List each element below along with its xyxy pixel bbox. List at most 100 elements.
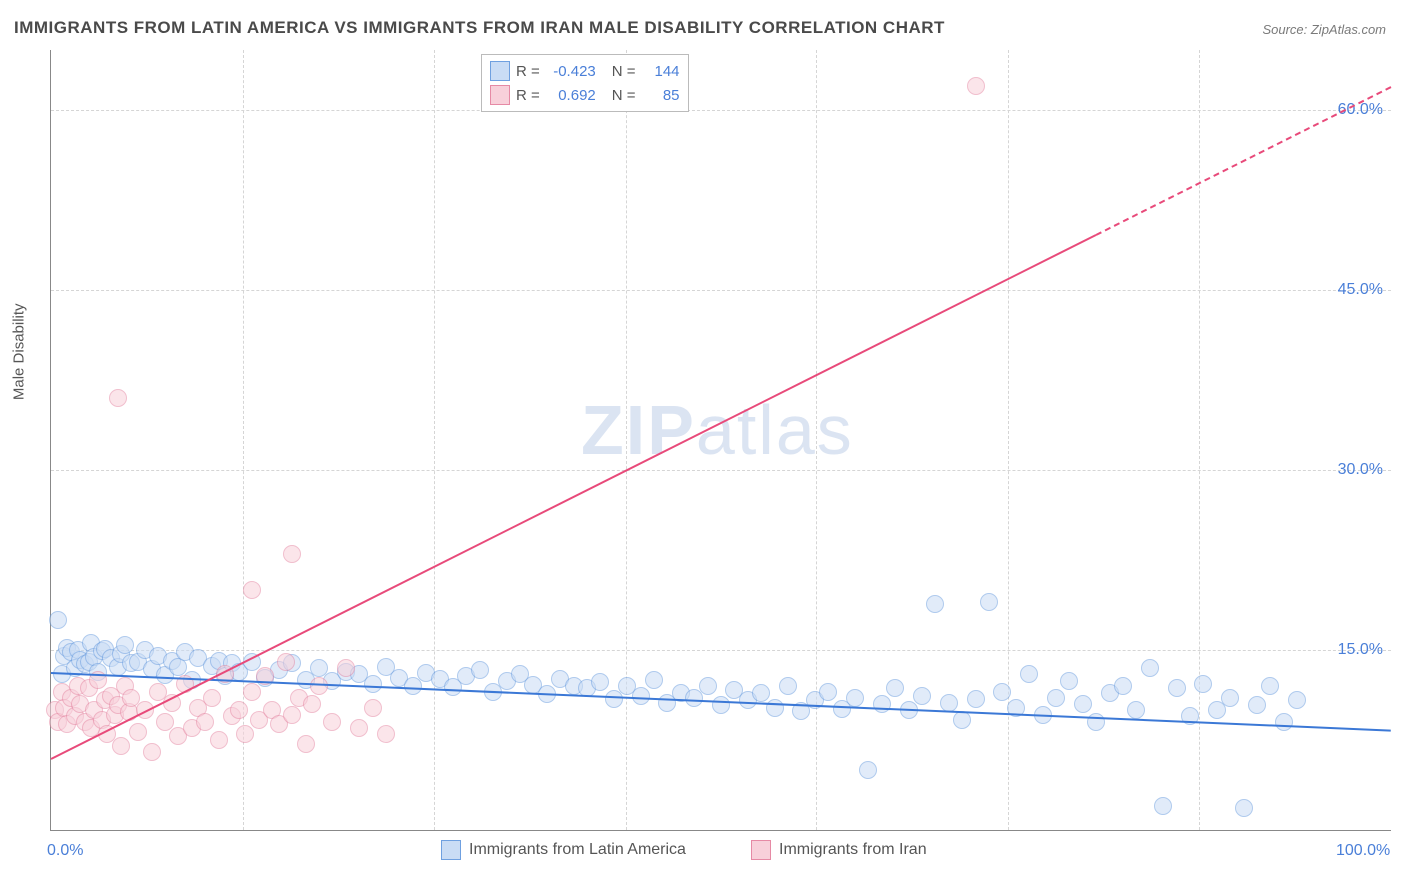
scatter-point-iran	[297, 735, 315, 753]
scatter-point-latin_america	[752, 684, 770, 702]
scatter-point-latin_america	[1020, 665, 1038, 683]
scatter-point-latin_america	[632, 687, 650, 705]
stats-box: R = -0.423 N = 144 R = 0.692 N = 85	[481, 54, 689, 112]
scatter-point-latin_america	[1261, 677, 1279, 695]
scatter-point-latin_america	[471, 661, 489, 679]
source-attribution: Source: ZipAtlas.com	[1262, 22, 1386, 37]
scatter-point-latin_america	[1141, 659, 1159, 677]
scatter-point-latin_america	[766, 699, 784, 717]
grid-line-h	[51, 110, 1391, 111]
stat-n-label: N =	[612, 87, 636, 104]
scatter-point-iran	[230, 701, 248, 719]
scatter-point-iran	[303, 695, 321, 713]
scatter-point-iran	[196, 713, 214, 731]
stat-n-value: 85	[642, 87, 680, 104]
scatter-point-latin_america	[980, 593, 998, 611]
scatter-point-iran	[109, 389, 127, 407]
scatter-point-latin_america	[605, 690, 623, 708]
stat-n-value: 144	[642, 63, 680, 80]
scatter-point-latin_america	[993, 683, 1011, 701]
scatter-point-iran	[210, 731, 228, 749]
scatter-point-iran	[243, 683, 261, 701]
legend-label: Immigrants from Iran	[779, 841, 927, 859]
scatter-point-latin_america	[1288, 691, 1306, 709]
scatter-point-latin_america	[1221, 689, 1239, 707]
y-tick-label: 45.0%	[1338, 281, 1383, 299]
x-tick-label: 0.0%	[47, 842, 83, 860]
stat-n-label: N =	[612, 63, 636, 80]
grid-line-h	[51, 470, 1391, 471]
scatter-point-iran	[112, 737, 130, 755]
scatter-point-iran	[283, 706, 301, 724]
legend-item: Immigrants from Iran	[751, 840, 927, 860]
scatter-point-iran	[377, 725, 395, 743]
legend-swatch	[490, 61, 510, 81]
scatter-point-latin_america	[364, 675, 382, 693]
scatter-point-latin_america	[1235, 799, 1253, 817]
y-tick-label: 30.0%	[1338, 461, 1383, 479]
scatter-point-latin_america	[1114, 677, 1132, 695]
scatter-point-latin_america	[591, 673, 609, 691]
scatter-point-latin_america	[116, 636, 134, 654]
scatter-point-latin_america	[967, 690, 985, 708]
scatter-point-latin_america	[913, 687, 931, 705]
stats-row: R = -0.423 N = 144	[490, 59, 680, 83]
scatter-point-latin_america	[1248, 696, 1266, 714]
scatter-point-iran	[350, 719, 368, 737]
scatter-point-latin_america	[1168, 679, 1186, 697]
scatter-point-latin_america	[49, 611, 67, 629]
grid-line-v	[626, 50, 627, 830]
scatter-point-latin_america	[1074, 695, 1092, 713]
scatter-point-latin_america	[873, 695, 891, 713]
scatter-point-latin_america	[819, 683, 837, 701]
plot-area: Male Disability 15.0%30.0%45.0%60.0%0.0%…	[50, 50, 1391, 831]
stat-r-label: R =	[516, 63, 540, 80]
scatter-point-latin_america	[846, 689, 864, 707]
legend-label: Immigrants from Latin America	[469, 841, 686, 859]
scatter-point-latin_america	[699, 677, 717, 695]
scatter-point-latin_america	[1275, 713, 1293, 731]
watermark: ZIPatlas	[581, 390, 854, 470]
stats-row: R = 0.692 N = 85	[490, 83, 680, 107]
scatter-point-iran	[277, 653, 295, 671]
scatter-point-latin_america	[859, 761, 877, 779]
scatter-point-latin_america	[1194, 675, 1212, 693]
x-tick-label: 100.0%	[1336, 842, 1390, 860]
stat-r-value: -0.423	[546, 63, 596, 80]
legend-swatch	[441, 840, 461, 860]
scatter-point-latin_america	[712, 696, 730, 714]
grid-line-v	[816, 50, 817, 830]
legend-item: Immigrants from Latin America	[441, 840, 686, 860]
scatter-point-iran	[364, 699, 382, 717]
scatter-point-latin_america	[886, 679, 904, 697]
scatter-point-iran	[143, 743, 161, 761]
grid-line-v	[434, 50, 435, 830]
trend-line-dash-iran	[1096, 86, 1392, 236]
legend-swatch	[751, 840, 771, 860]
stat-r-value: 0.692	[546, 87, 596, 104]
scatter-point-iran	[337, 659, 355, 677]
scatter-point-iran	[967, 77, 985, 95]
scatter-point-iran	[203, 689, 221, 707]
scatter-point-latin_america	[1154, 797, 1172, 815]
chart-title: IMMIGRANTS FROM LATIN AMERICA VS IMMIGRA…	[14, 18, 945, 38]
scatter-point-latin_america	[1127, 701, 1145, 719]
scatter-point-iran	[156, 713, 174, 731]
scatter-point-iran	[283, 545, 301, 563]
scatter-point-iran	[243, 581, 261, 599]
y-axis-title: Male Disability	[11, 303, 28, 400]
stat-r-label: R =	[516, 87, 540, 104]
grid-line-v	[1199, 50, 1200, 830]
scatter-point-latin_america	[404, 677, 422, 695]
scatter-point-latin_america	[645, 671, 663, 689]
chart-container: IMMIGRANTS FROM LATIN AMERICA VS IMMIGRA…	[0, 0, 1406, 892]
y-tick-label: 15.0%	[1338, 641, 1383, 659]
scatter-point-latin_america	[926, 595, 944, 613]
legend-swatch	[490, 85, 510, 105]
scatter-point-latin_america	[1060, 672, 1078, 690]
scatter-point-iran	[129, 723, 147, 741]
scatter-point-iran	[310, 677, 328, 695]
scatter-point-iran	[323, 713, 341, 731]
scatter-point-latin_america	[1047, 689, 1065, 707]
grid-line-h	[51, 290, 1391, 291]
